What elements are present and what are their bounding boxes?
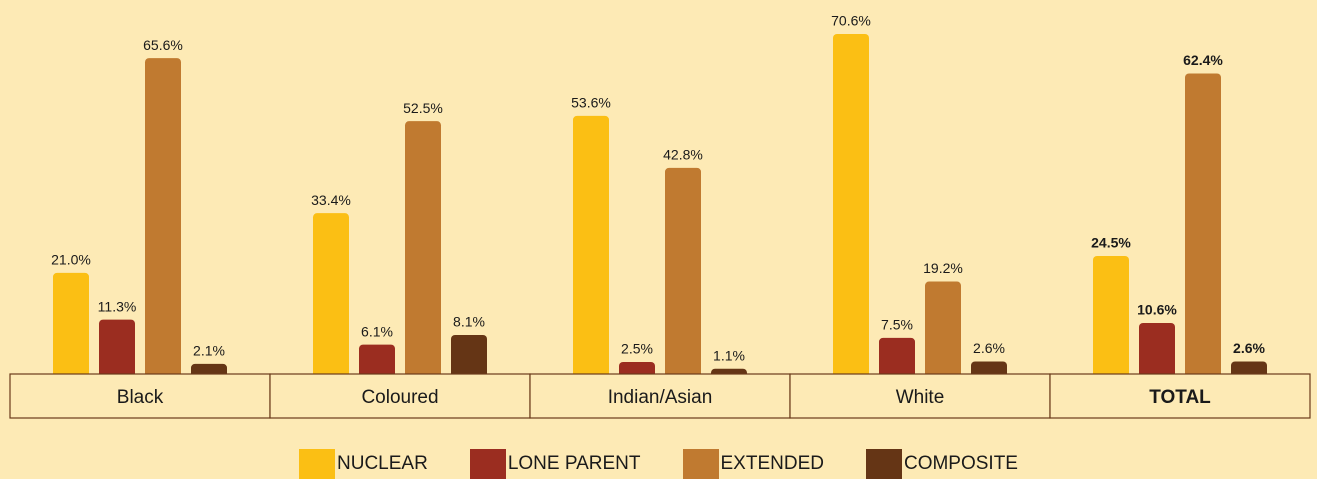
legend-item: NUCLEAR [299, 449, 428, 479]
bar [833, 34, 869, 380]
bar [405, 121, 441, 380]
legend-item: EXTENDED [682, 449, 824, 479]
bar [451, 334, 487, 380]
legend-item: LONE PARENT [469, 449, 641, 479]
bar [359, 344, 395, 380]
bar [1139, 322, 1175, 380]
category-label: Coloured [361, 387, 438, 408]
legend: NUCLEAR LONE PARENT EXTENDED COMPOSITE [0, 449, 1317, 479]
legend-swatch [682, 449, 719, 479]
category-box [789, 373, 1051, 419]
bar [925, 281, 961, 380]
value-label: 21.0% [51, 252, 91, 268]
value-label: 53.6% [571, 95, 611, 111]
legend-label: EXTENDED [720, 453, 824, 474]
value-label: 42.8% [663, 147, 703, 163]
value-label: 8.1% [453, 314, 485, 330]
category-box [1049, 373, 1311, 419]
bar [99, 319, 135, 380]
value-label: 2.6% [973, 340, 1005, 356]
bar [573, 115, 609, 380]
value-label: 33.4% [311, 192, 351, 208]
category-label: Black [117, 387, 164, 408]
category-label: Indian/Asian [608, 387, 713, 408]
category-box [529, 373, 791, 419]
legend-swatch [299, 449, 335, 479]
value-label: 6.1% [361, 323, 393, 339]
category-label: TOTAL [1149, 387, 1211, 408]
category-box [269, 373, 531, 419]
value-label: 62.4% [1183, 52, 1223, 68]
legend-swatch [469, 449, 506, 479]
value-label: 52.5% [403, 100, 443, 116]
legend-item: COMPOSITE [865, 449, 1018, 479]
category-label: White [896, 387, 945, 408]
bar [879, 337, 915, 380]
value-label: 70.6% [831, 13, 871, 29]
legend-swatch [865, 449, 902, 479]
legend-label: LONE PARENT [507, 453, 641, 474]
value-label: 7.5% [881, 317, 913, 333]
chart: 21.0% 11.3% 65.6% 2.1% 33.4% 6.1% 52.5% 8.1% 53.… [9, 13, 1311, 419]
bar [145, 58, 181, 381]
category-box [9, 373, 271, 419]
value-label: 10.6% [1137, 302, 1177, 318]
value-label: 1.1% [713, 347, 745, 363]
value-label: 2.6% [1233, 340, 1265, 356]
bar [313, 213, 349, 380]
bar [1093, 256, 1129, 380]
legend-label: COMPOSITE [903, 453, 1018, 474]
bar [53, 272, 89, 380]
value-label: 11.3% [98, 298, 137, 314]
value-label: 2.5% [621, 341, 653, 357]
bar [1185, 73, 1221, 380]
legend-label: NUCLEAR [337, 453, 428, 474]
bar [665, 167, 701, 380]
value-label: 65.6% [143, 37, 183, 53]
value-label: 2.1% [193, 343, 225, 359]
value-label: 19.2% [923, 260, 963, 276]
value-label: 24.5% [1091, 235, 1131, 251]
